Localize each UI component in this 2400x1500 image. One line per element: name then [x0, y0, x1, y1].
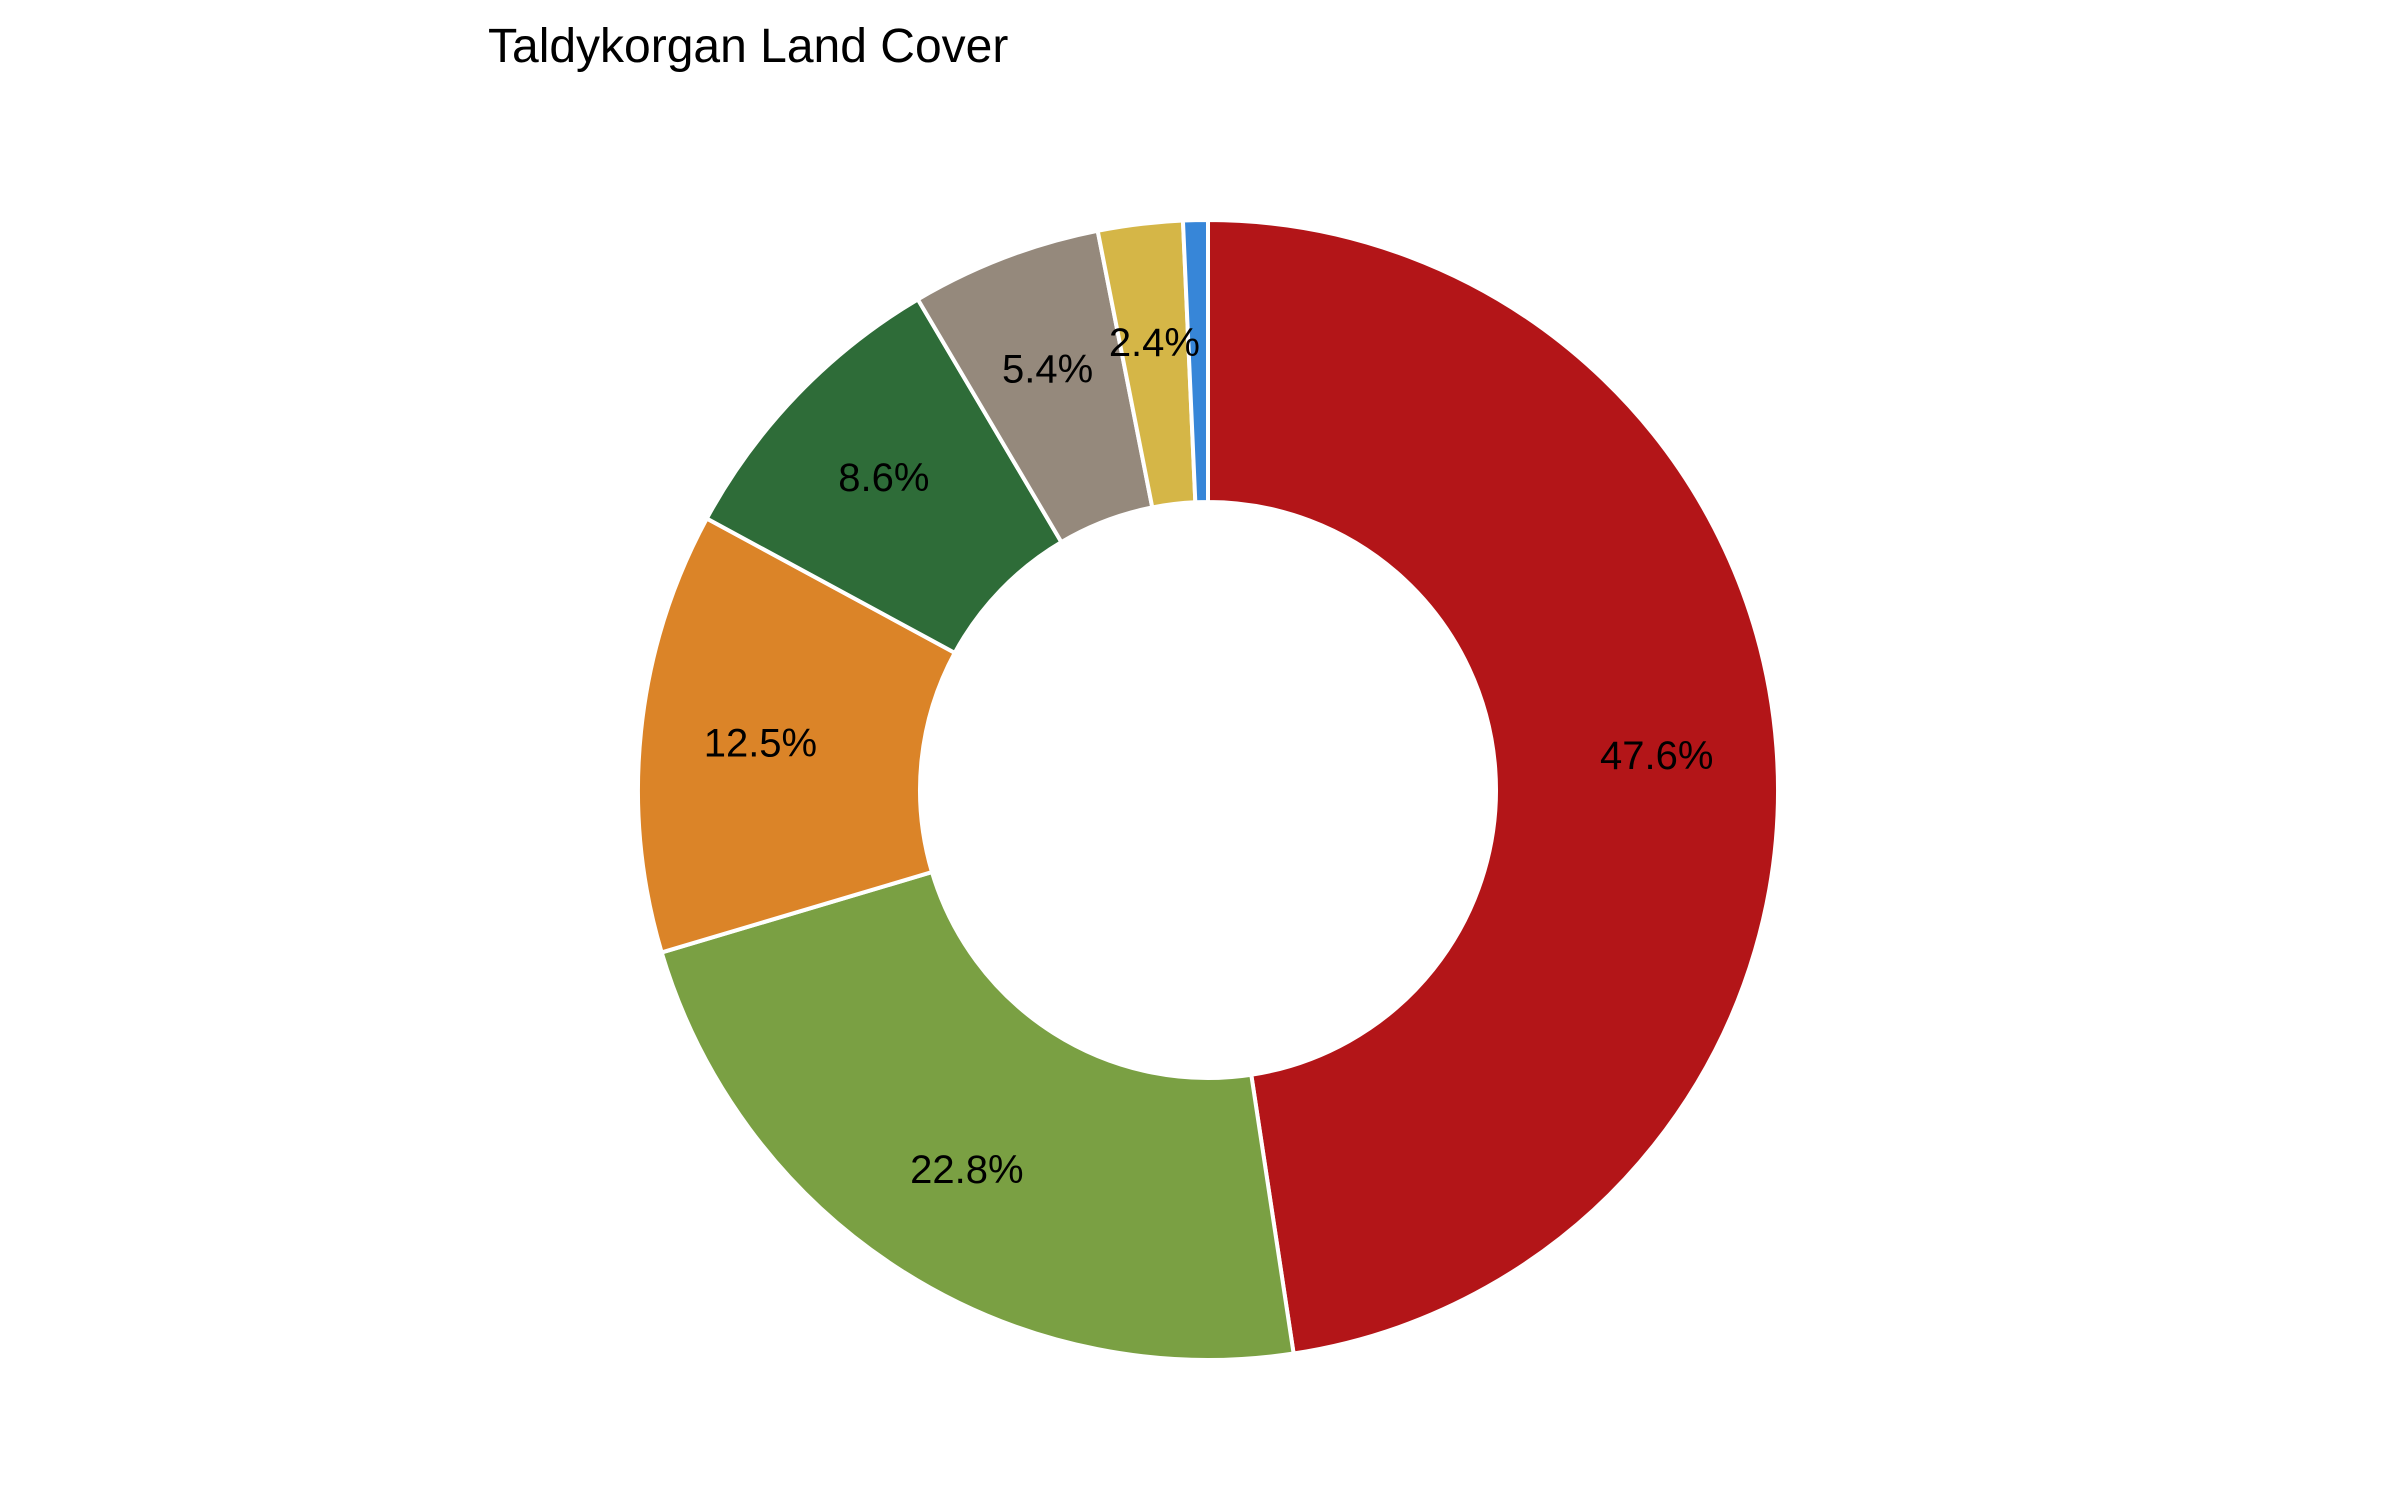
slice-label-1: 47.6% [1600, 734, 1713, 778]
donut-slice-3 [636, 515, 958, 955]
slice-label-6: 2.4% [1109, 321, 1200, 365]
donut-slices [636, 217, 1780, 1362]
donut-slice-2 [659, 869, 1296, 1362]
slice-label-4: 8.6% [838, 456, 929, 500]
slice-label-3: 12.5% [704, 721, 817, 765]
donut-slice-1 [1206, 217, 1780, 1356]
slice-labels: 47.6% 22.8% 12.5% 8.6% 5.4% 2.4% [704, 321, 1714, 1192]
slice-label-2: 22.8% [910, 1148, 1023, 1192]
donut-slice-7 [1180, 217, 1210, 505]
slice-label-5: 5.4% [1002, 348, 1093, 392]
chart-title: Taldykorgan Land Cover [488, 20, 1008, 73]
